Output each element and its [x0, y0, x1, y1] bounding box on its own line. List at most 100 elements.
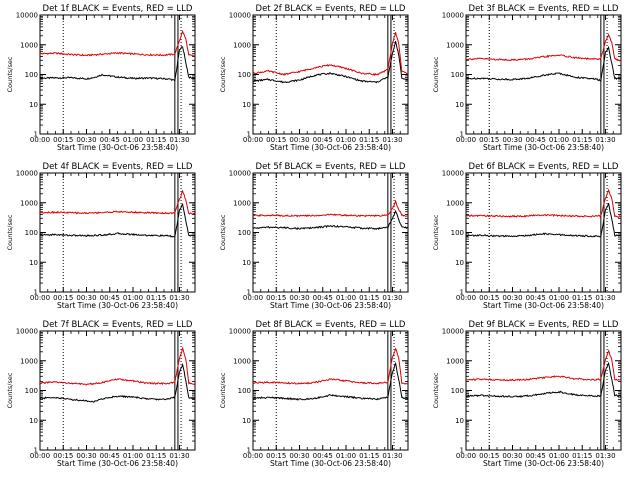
- y-tick-label: 10: [242, 417, 251, 425]
- chart-panel-det-9f: Det 9f BLACK = Events, RED = LLD 1 10 100 10…: [432, 320, 622, 468]
- y-tick-label: 10: [29, 259, 38, 267]
- chart-panel-det-4f: Det 4f BLACK = Events, RED = LLD 1 10 100 10…: [6, 162, 196, 310]
- events-series-line: [253, 209, 408, 231]
- x-tick-label: 00:00: [30, 452, 50, 460]
- x-tick-label: 01:15: [572, 452, 592, 460]
- y-tick-label: 10000: [442, 12, 464, 20]
- y-tick-label: 1000: [233, 41, 251, 49]
- panel-title: Det 2f BLACK = Events, RED = LLD: [256, 4, 406, 14]
- x-tick-label: 00:00: [456, 452, 476, 460]
- x-tick-label: 00:15: [479, 136, 499, 144]
- x-tick-label: 00:30: [289, 136, 309, 144]
- chart-panel-det-3f: Det 3f BLACK = Events, RED = LLD 1 10 100 10…: [432, 4, 622, 152]
- y-tick-label: 1: [460, 131, 464, 139]
- y-tick-label: 1: [247, 289, 251, 297]
- x-tick-label: 00:15: [266, 294, 286, 302]
- x-tick-label: 01:00: [549, 294, 569, 302]
- panel-title: Det 1f BLACK = Events, RED = LLD: [43, 4, 193, 14]
- y-axis-label: Counts/sec: [432, 214, 440, 250]
- y-tick-label: 10000: [442, 328, 464, 336]
- axes-frame: [465, 172, 622, 293]
- x-tick-label: 01:15: [359, 136, 379, 144]
- x-tick-label: 01:15: [146, 294, 166, 302]
- panel-title: Det 8f BLACK = Events, RED = LLD: [256, 320, 406, 330]
- x-tick-label: 00:45: [526, 136, 546, 144]
- lld-series-line: [466, 349, 621, 382]
- chart-panel-det-2f: Det 2f BLACK = Events, RED = LLD 1 10 100 10…: [219, 4, 409, 152]
- y-tick-label: 10000: [229, 170, 251, 178]
- x-axis-label: Start Time (30-Oct-06 23:58:40): [483, 143, 604, 152]
- events-series-line: [40, 46, 195, 82]
- lld-series-line: [253, 199, 408, 218]
- y-tick-label: 10000: [229, 328, 251, 336]
- panel-title: Det 4f BLACK = Events, RED = LLD: [43, 162, 193, 172]
- y-tick-label: 1: [247, 447, 251, 455]
- events-series-line: [466, 361, 621, 398]
- x-axis-label: Start Time (30-Oct-06 23:58:40): [57, 143, 178, 152]
- lld-series-line: [466, 188, 621, 218]
- y-tick-label: 100: [238, 229, 251, 237]
- x-tick-label: 00:45: [313, 452, 333, 460]
- y-tick-label: 1000: [20, 199, 38, 207]
- y-tick-label: 10000: [16, 328, 38, 336]
- lld-series-line: [40, 189, 195, 216]
- y-tick-label: 1: [460, 447, 464, 455]
- x-axis-label: Start Time (30-Oct-06 23:58:40): [483, 459, 604, 468]
- chart-panel-det-6f: Det 6f BLACK = Events, RED = LLD 1 10 100 10…: [432, 162, 622, 310]
- y-tick-label: 1: [34, 289, 38, 297]
- x-tick-label: 00:15: [479, 294, 499, 302]
- x-tick-label: 00:15: [479, 452, 499, 460]
- y-tick-label: 100: [25, 387, 38, 395]
- y-tick-label: 10: [29, 417, 38, 425]
- chart-panel-det-1f: Det 1f BLACK = Events, RED = LLD 1 10 100 10…: [6, 4, 196, 152]
- chart-panel-det-5f: Det 5f BLACK = Events, RED = LLD 1 10 100 10…: [219, 162, 409, 310]
- y-tick-label: 1000: [233, 199, 251, 207]
- axes-frame: [465, 330, 622, 451]
- x-tick-label: 00:00: [243, 294, 263, 302]
- x-tick-label: 01:00: [336, 136, 356, 144]
- x-tick-label: 00:00: [30, 294, 50, 302]
- panel-title: Det 6f BLACK = Events, RED = LLD: [469, 162, 619, 172]
- y-tick-label: 10: [455, 417, 464, 425]
- axes-frame: [39, 330, 196, 451]
- panel-title: Det 5f BLACK = Events, RED = LLD: [256, 162, 406, 172]
- events-series-line: [40, 202, 195, 238]
- y-tick-label: 10: [455, 101, 464, 109]
- y-tick-label: 1000: [20, 357, 38, 365]
- x-tick-label: 01:30: [382, 294, 402, 302]
- y-tick-label: 100: [451, 71, 464, 79]
- x-tick-label: 00:30: [76, 136, 96, 144]
- x-tick-label: 01:00: [336, 294, 356, 302]
- x-tick-label: 00:00: [30, 136, 50, 144]
- events-series-line: [253, 361, 408, 401]
- x-tick-label: 00:30: [289, 452, 309, 460]
- y-tick-label: 1000: [233, 357, 251, 365]
- y-tick-label: 1000: [446, 41, 464, 49]
- events-series-line: [40, 362, 195, 403]
- events-series-line: [466, 203, 621, 238]
- y-tick-label: 1000: [20, 41, 38, 49]
- x-tick-label: 00:30: [76, 294, 96, 302]
- y-axis-label: Counts/sec: [219, 56, 227, 92]
- x-tick-label: 01:30: [169, 294, 189, 302]
- x-tick-label: 00:45: [100, 294, 120, 302]
- x-axis-label: Start Time (30-Oct-06 23:58:40): [57, 301, 178, 310]
- x-tick-label: 01:00: [123, 452, 143, 460]
- y-tick-label: 100: [25, 71, 38, 79]
- x-axis-label: Start Time (30-Oct-06 23:58:40): [57, 459, 178, 468]
- y-tick-label: 100: [451, 229, 464, 237]
- y-tick-label: 1: [34, 447, 38, 455]
- events-series-line: [466, 45, 621, 82]
- axes-frame: [39, 14, 196, 135]
- lld-series-line: [40, 346, 195, 386]
- x-tick-label: 00:15: [53, 452, 73, 460]
- y-tick-label: 1: [247, 131, 251, 139]
- x-tick-label: 00:45: [313, 294, 333, 302]
- x-tick-label: 00:30: [76, 452, 96, 460]
- y-axis-label: Counts/sec: [219, 372, 227, 408]
- x-tick-label: 01:15: [146, 136, 166, 144]
- y-axis-label: Counts/sec: [6, 214, 14, 250]
- x-tick-label: 00:45: [100, 136, 120, 144]
- x-axis-label: Start Time (30-Oct-06 23:58:40): [270, 143, 391, 152]
